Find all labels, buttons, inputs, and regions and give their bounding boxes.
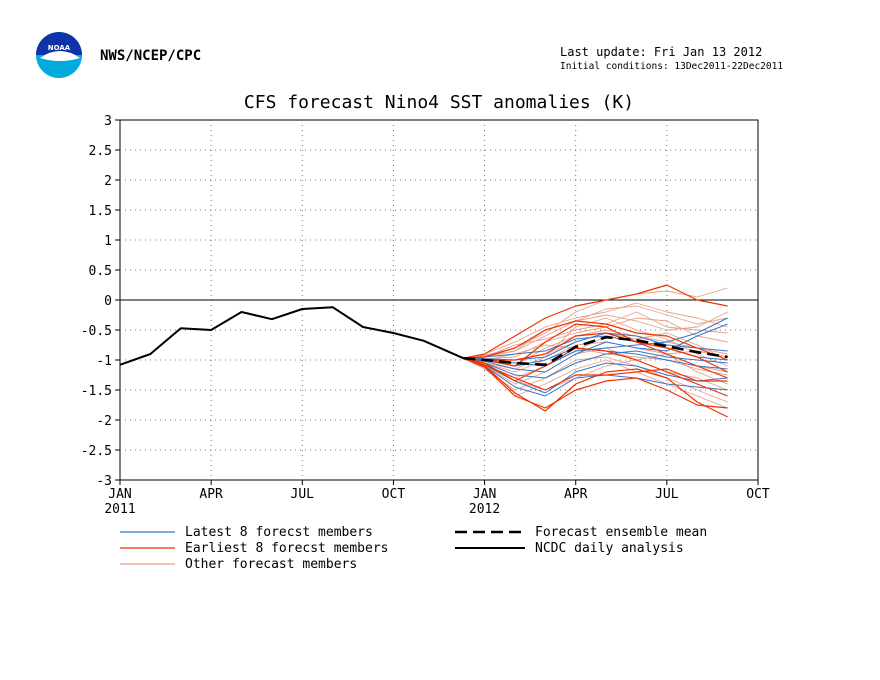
legend-label-earliest: Earliest 8 forecst members xyxy=(185,541,389,556)
legend-label-latest: Latest 8 forecst members xyxy=(185,525,373,540)
series-layer xyxy=(119,284,728,418)
y-tick-label: 2 xyxy=(104,174,112,189)
series-line-analysis-1 xyxy=(119,306,464,366)
y-tick-label: 1.5 xyxy=(89,204,112,219)
series-line-earliest-7 xyxy=(463,332,728,373)
y-tick-label: -1 xyxy=(96,354,112,369)
legend-label-other: Other forecast members xyxy=(185,557,357,572)
series-line-earliest-2 xyxy=(463,320,728,361)
org-label: NWS/NCEP/CPC xyxy=(100,48,201,64)
y-axis: 3 2.5 2 1.5 1 0.5 0 -0.5 -1 -1.5 -2 -2.5 -3 xyxy=(81,114,120,489)
y-tick-label: 1 xyxy=(104,234,112,249)
x-tick-label: JAN xyxy=(473,487,496,502)
y-tick-label: 3 xyxy=(104,114,112,129)
series-line-earliest-1 xyxy=(463,284,728,359)
x-tick-label: APR xyxy=(564,487,588,502)
noaa-logo-text: NOAA xyxy=(48,44,71,52)
series-line-other-12 xyxy=(463,311,728,359)
y-tick-label: 0 xyxy=(104,294,112,309)
last-update: Last update: Fri Jan 13 2012 xyxy=(560,45,762,59)
series-line-latest-5 xyxy=(463,323,728,373)
series-line-earliest-8 xyxy=(463,357,728,409)
series-line-earliest-6 xyxy=(463,357,728,391)
series-line-earliest-3 xyxy=(463,323,728,379)
legend-label-ensemble: Forecast ensemble mean xyxy=(535,525,707,540)
x-tick-label: APR xyxy=(199,487,223,502)
initial-conditions: Initial conditions: 13Dec2011-22Dec2011 xyxy=(560,61,783,72)
series-line-other-13 xyxy=(463,344,728,376)
y-tick-label: -1.5 xyxy=(81,384,112,399)
series-line-latest-2 xyxy=(463,350,728,379)
series-line-other-16 xyxy=(463,305,728,359)
y-tick-label: -2.5 xyxy=(81,444,112,459)
series-line-ensemble-1 xyxy=(463,335,728,367)
legend-label-analysis: NCDC daily analysis xyxy=(535,541,684,556)
x-tick-year: 2012 xyxy=(469,502,500,517)
series-line-other-7 xyxy=(463,287,728,359)
series-line-earliest-5 xyxy=(463,357,728,418)
x-tick-label: OCT xyxy=(382,487,406,502)
chart-title: CFS forecast Nino4 SST anomalies (K) xyxy=(244,92,634,113)
x-tick-year: 2011 xyxy=(104,502,135,517)
x-tick-label: OCT xyxy=(746,487,770,502)
series-line-latest-3 xyxy=(463,357,728,397)
y-tick-label: 2.5 xyxy=(89,144,112,159)
y-tick-label: 0.5 xyxy=(89,264,112,279)
y-tick-label: -3 xyxy=(96,474,112,489)
x-tick-label: JUL xyxy=(655,487,679,502)
x-tick-label: JAN xyxy=(108,487,131,502)
y-tick-label: -0.5 xyxy=(81,324,112,339)
noaa-logo: NOAA xyxy=(36,32,82,78)
plot-area: 32.521.510.50-0.5-1-1.5-2-2.5-3 JAN2011A… xyxy=(81,114,770,517)
x-tick-label: JUL xyxy=(291,487,315,502)
y-tick-label: -2 xyxy=(96,414,112,429)
